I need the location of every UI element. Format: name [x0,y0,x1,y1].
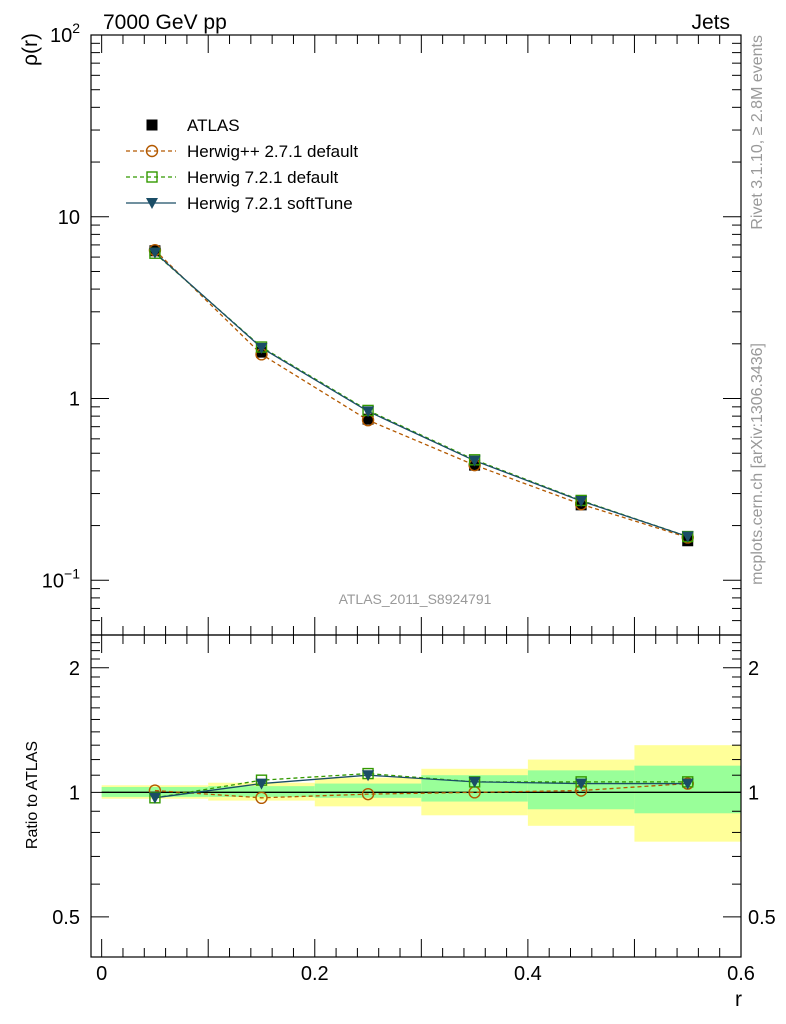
ratio-point [255,791,268,805]
ratio-point [575,778,588,790]
ratio-point [468,776,481,788]
x-tick-label: 0.6 [727,963,755,985]
y-tick-label: 1 [69,389,80,411]
legend-marker [145,144,159,158]
series-line [154,252,688,538]
legend-label: ATLAS [187,116,240,135]
ratio-y-tick-label: 2 [69,658,80,680]
legend-label: Herwig 7.2.1 softTune [187,194,353,213]
legend-marker [146,198,158,209]
y-axis-label-ratio: Ratio to ATLAS [24,741,41,849]
ratio-point [681,778,694,790]
y-tick-label: 102 [50,20,80,47]
ratio-line [154,772,688,799]
rivet-label: Rivet 3.1.10, ≥ 2.8M events [749,35,766,230]
ratio-line [154,774,688,799]
legend-marker [146,171,158,183]
header-right-label: Jets [691,11,730,34]
data-point [362,406,375,418]
ratio-point [255,778,268,790]
ratio-point [361,787,375,801]
x-axis-label: r [735,988,742,1011]
series-line [154,249,688,539]
ratio-point [148,792,161,804]
data-point [148,247,161,259]
data-point [575,496,588,508]
ratio-point [362,770,375,782]
y-axis-label-top: ρ(r) [19,33,42,66]
ratio-frame [90,634,742,958]
series-line [154,252,688,538]
ratio-y-tick-label: 0.5 [52,907,80,929]
ratio-panel: 2 2 1 1 0.5 0.5 0 0.2 0.4 0.6 [52,634,776,985]
x-tick-label: 0 [96,963,107,985]
y-tick-label: 10 [58,207,80,229]
ratio-y-tick-label-right: 2 [748,658,759,680]
legend-marker [146,119,158,131]
ratio-y-tick-label-right: 1 [748,782,759,804]
x-tick-label: 0.4 [514,963,542,985]
data-point [255,342,268,354]
data-point [681,531,694,543]
data-point [468,455,481,467]
ratio-y-tick-label-right: 0.5 [748,907,776,929]
ratio-line [154,782,688,799]
x-tick-label: 0.2 [301,963,329,985]
legend-label: Herwig++ 2.7.1 default [187,142,358,161]
top-panel: 102 10 1 10−1 ATLAS Herwig++ 2.7.1 default Her… [42,20,742,636]
ratio-y-tick-label: 1 [69,782,80,804]
data-point [362,413,374,425]
legend-label: Herwig 7.2.1 default [187,168,338,187]
mcplots-label: mcplots.cern.ch [arXiv:1306.3436] [749,343,766,585]
y-tick-label: 10−1 [42,565,80,592]
header-left-label: 7000 GeV pp [103,11,227,34]
ratio-band-inner [208,786,315,797]
watermark-label: ATLAS_2011_S8924791 [339,591,492,607]
